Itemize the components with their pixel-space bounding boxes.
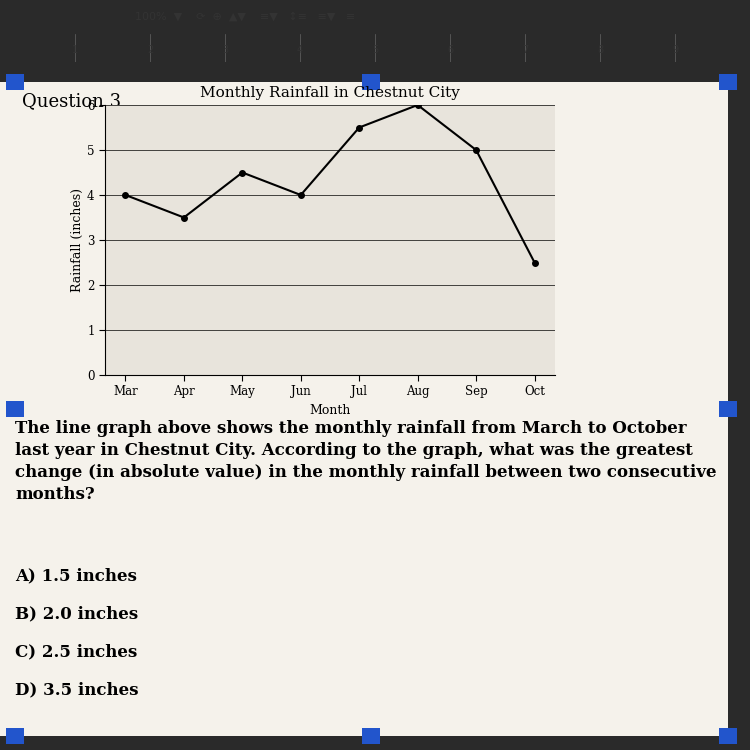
Text: 7: 7 [522, 45, 528, 56]
Text: 8: 8 [597, 45, 603, 56]
Title: Monthly Rainfall in Chestnut City: Monthly Rainfall in Chestnut City [200, 86, 460, 100]
Text: The line graph above shows the monthly rainfall from March to October
last year : The line graph above shows the monthly r… [15, 419, 716, 503]
Text: 5: 5 [372, 45, 378, 56]
Text: A) 1.5 inches: A) 1.5 inches [15, 568, 136, 584]
Text: 9: 9 [672, 45, 678, 56]
Bar [6, 728, 24, 745]
Bar [718, 401, 736, 418]
Text: 2: 2 [147, 45, 153, 56]
Bar [718, 728, 736, 745]
Y-axis label: Rainfall (inches): Rainfall (inches) [71, 188, 84, 292]
Text: 4: 4 [297, 45, 303, 56]
Text: 100%  ▼    ⟳  ⊕  ▲▼    ≡▼   ↕≡   ≡▼   ≡: 100% ▼ ⟳ ⊕ ▲▼ ≡▼ ↕≡ ≡▼ ≡ [135, 12, 356, 22]
Bar [6, 74, 24, 91]
Text: C) 2.5 inches: C) 2.5 inches [15, 644, 137, 660]
X-axis label: Month: Month [309, 404, 351, 417]
Text: 1: 1 [72, 45, 78, 56]
Bar [6, 401, 24, 418]
Bar [718, 74, 736, 91]
Text: B) 2.0 inches: B) 2.0 inches [15, 605, 138, 622]
Text: Question 3: Question 3 [22, 92, 122, 110]
Text: 6: 6 [447, 45, 453, 56]
Bar [362, 74, 380, 91]
FancyBboxPatch shape [0, 82, 728, 736]
Bar [362, 728, 380, 745]
Text: D) 3.5 inches: D) 3.5 inches [15, 681, 139, 698]
Text: 3: 3 [222, 45, 228, 56]
